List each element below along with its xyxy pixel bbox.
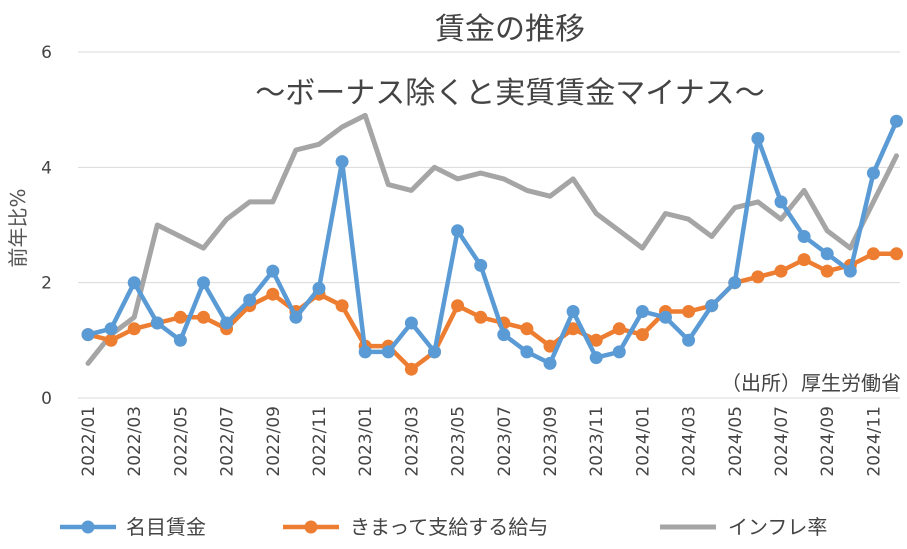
series-0-point [774, 195, 788, 209]
series-1-point [335, 299, 349, 313]
legend-label: インフレ率 [728, 515, 827, 539]
series-1-point [474, 310, 488, 324]
series-0-point [843, 264, 857, 278]
series-line-2 [85, 112, 899, 366]
series-1-point [774, 264, 788, 278]
series-1-point [566, 322, 580, 336]
y-axis-ticks: 0 2 4 6 [41, 43, 52, 409]
series-0-point [381, 345, 395, 359]
x-tick-label: 2022/05 [171, 406, 191, 477]
series-0-point [104, 322, 118, 336]
series-0-point [866, 166, 880, 180]
series-0-point [474, 258, 488, 272]
x-tick-label: 2024/05 [726, 406, 746, 477]
x-tick-label: 2024/01 [633, 406, 653, 477]
series-1-point [104, 333, 118, 347]
series-0-point [197, 276, 210, 290]
x-tick-label: 2023/01 [356, 406, 376, 477]
y-tick-label: 0 [41, 389, 52, 409]
series-1-point [890, 247, 903, 261]
x-tick-label: 2024/03 [680, 406, 700, 477]
series-0-point [520, 345, 534, 359]
series-1-point [173, 310, 187, 324]
x-tick-label: 2022/09 [264, 406, 284, 477]
x-tick-label: 2023/07 [495, 406, 515, 477]
series-0-point [127, 276, 141, 290]
y-axis-label: 前年比% [6, 188, 30, 267]
x-tick-label: 2024/11 [864, 406, 884, 477]
series-1-point [797, 253, 811, 267]
series-0-point [659, 310, 672, 324]
series-0-point [289, 310, 303, 324]
series-0-point [150, 316, 164, 330]
series-0-point [635, 305, 649, 318]
series-0-point [173, 333, 187, 347]
series-1-point [820, 264, 834, 278]
series-0-point [566, 305, 580, 318]
x-tick-label: 2023/05 [449, 406, 469, 477]
grid-lines [78, 51, 900, 399]
legend-label: 名目賃金 [126, 515, 206, 539]
x-tick-label: 2022/11 [310, 406, 330, 477]
series-0-point [451, 224, 465, 238]
x-tick-label: 2022/01 [79, 406, 99, 477]
series-1-point [589, 333, 603, 347]
series-0-point [751, 132, 765, 145]
series-0-point [797, 230, 811, 243]
series-0-point [266, 264, 280, 278]
series-1-point [635, 328, 649, 342]
x-tick-label: 2023/11 [587, 406, 607, 477]
y-tick-label: 6 [41, 43, 52, 63]
series-1-point [866, 247, 880, 261]
y-tick-label: 2 [41, 274, 52, 294]
series-1-point [266, 287, 280, 301]
series-0-point [81, 328, 95, 342]
series-line-0 [85, 118, 899, 366]
series-1-point [612, 322, 626, 336]
series-0-point [890, 114, 903, 128]
series-0-point [243, 293, 257, 307]
series-0-point [612, 345, 626, 359]
series-0-point [335, 155, 349, 169]
series-1-point [127, 322, 141, 336]
series-0-point [589, 351, 603, 365]
series-0-point [358, 345, 372, 359]
chart-title: 賃金の推移 [435, 12, 585, 47]
series-1-point [682, 305, 696, 318]
series-0-point [705, 299, 719, 313]
x-tick-label: 2024/09 [818, 406, 838, 477]
series-1-point [197, 310, 210, 324]
series-0-point [312, 281, 326, 295]
legend-label: きまって支給する給与 [350, 515, 548, 539]
series-1-point [404, 362, 418, 376]
legend-swatch-marker [304, 520, 318, 534]
source-note: （出所）厚生労働省 [721, 371, 901, 395]
series-0-point [543, 356, 557, 370]
x-tick-label: 2024/07 [772, 406, 792, 477]
series-0-point [497, 328, 511, 342]
series-1-point [751, 270, 765, 284]
series-0-point [682, 333, 696, 347]
x-tick-label: 2022/03 [125, 406, 145, 477]
series-1-point [520, 322, 534, 336]
series-1-point [451, 299, 465, 313]
series-0-point [404, 316, 418, 330]
series-0-point [428, 345, 441, 359]
series-1-point [543, 339, 557, 353]
y-tick-label: 4 [41, 158, 52, 178]
x-tick-label: 2022/07 [218, 406, 238, 477]
x-tick-label: 2023/09 [541, 406, 561, 477]
series-0-point [820, 247, 834, 261]
series-0-point [728, 276, 742, 290]
legend: 名目賃金 きまって支給する給与 インフレ率 [60, 515, 827, 539]
x-tick-label: 2023/03 [402, 406, 422, 477]
legend-swatch-marker [81, 520, 95, 534]
x-axis-ticks: 2022/01 2022/03 2022/05 2022/07 2022/09 2022/… [79, 406, 884, 477]
series-group [81, 112, 903, 376]
series-0-point [220, 316, 234, 330]
chart-subtitle: ～ボーナス除くと実質賃金マイナス～ [255, 76, 764, 111]
